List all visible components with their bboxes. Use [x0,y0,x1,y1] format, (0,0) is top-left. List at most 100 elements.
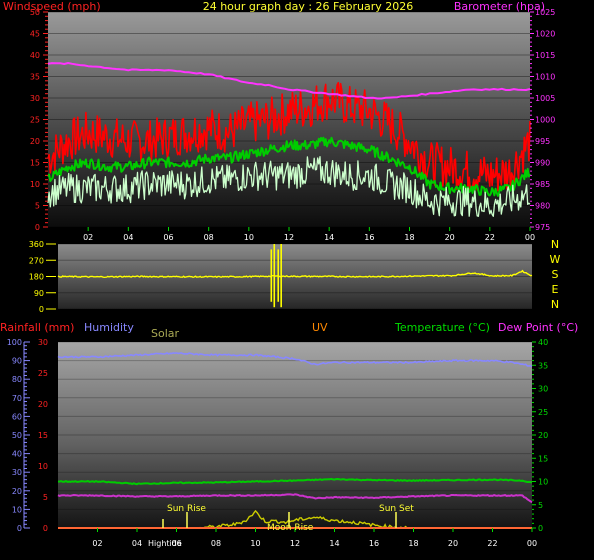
series-wind-direction [57,269,533,279]
humidity-tick-label: 100 [7,338,22,347]
windspeed-tick-label: 45 [30,30,40,39]
windspeed-tick-label: 30 [30,94,40,103]
high-tide-label: Hightide [148,539,182,548]
barometer-tick-label: 1010 [535,73,555,82]
barometer-tick-label: 1020 [535,30,555,39]
temperature-tick-label: 35 [538,361,548,370]
climate-time-tick-label: 02 [92,539,102,548]
series-temperature [57,477,533,486]
moon-rise-label: Moon Rise [267,523,314,533]
rainfall-tick-label: 30 [38,338,48,347]
barometer-tick-label: 995 [535,137,550,146]
uv-label: UV [312,321,328,334]
series-barometer [47,62,531,100]
rainfall-tick-label: 25 [38,369,48,378]
sun-moon-annotations: Sun Rise Sun Set Moon Rise Hightide [148,504,414,548]
temperature-tick-label: 15 [538,454,548,463]
direction-tick-label: 0 [39,305,44,314]
windspeed-axis-label: Windspeed (mph) [3,0,101,13]
climate-time-tick-label: 20 [448,539,458,548]
barometer-tick-label: 990 [535,159,550,168]
climate-time-tick-label: 00 [527,539,537,548]
series-dew-point [57,493,533,504]
direction-series [57,244,533,308]
barometer-tick-label: 985 [535,180,550,189]
wind-time-tick-label: 04 [123,233,133,242]
humidity-axis-label: Humidity [84,321,134,334]
direction-tick-label: 360 [29,240,44,249]
series-windspeed-average [47,136,531,197]
series-windspeed-gust [47,81,531,192]
barometer-tick-label: 1015 [535,51,555,60]
temperature-tick-label: 30 [538,385,548,394]
chart-title: 24 hour graph day : 26 February 2026 [203,0,414,13]
direction-tick-label: 180 [29,273,44,282]
sun-set-label: Sun Set [379,504,414,514]
windspeed-tick-label: 15 [30,159,40,168]
climate-time-tick-label: 10 [250,539,260,548]
rainfall-tick-label: 5 [43,493,48,502]
direction-tick-label: 270 [29,256,44,265]
temperature-tick-label: 10 [538,478,548,487]
barometer-tick-label: 1000 [535,116,555,125]
wind-time-tick-label: 08 [204,233,214,242]
compass-letter: N [551,298,559,311]
climate-time-tick-label: 18 [408,539,418,548]
windspeed-tick-label: 20 [30,137,40,146]
climate-time-tick-label: 22 [487,539,497,548]
windspeed-tick-label: 35 [30,73,40,82]
temperature-ticks: 0 5 10 15 20 25 30 35 40 [532,338,548,533]
humidity-ticks: 0 10 20 30 40 50 60 70 80 90 100 [7,338,30,533]
solar-label: Solar [151,327,180,340]
temperature-tick-label: 40 [538,338,548,347]
climate-time-tick-label: 16 [369,539,379,548]
rainfall-axis-label: Rainfall (mm) [0,321,74,334]
windspeed-tick-label: 40 [30,51,40,60]
humidity-tick-label: 50 [12,431,22,440]
wind-time-tick-label: 16 [364,233,374,242]
wind-time-ticks: 02 04 06 08 10 12 14 16 18 20 22 00 [83,227,535,242]
wind-time-tick-label: 02 [83,233,93,242]
barometer-tick-label: 1005 [535,94,555,103]
direction-ticks: 0 90 180 270 360 [29,240,56,314]
climate-time-tick-label: 04 [132,539,142,548]
wind-time-tick-label: 18 [404,233,414,242]
humidity-tick-label: 20 [12,487,22,496]
dewpoint-axis-label: Dew Point (°C) [498,321,578,334]
wind-time-tick-label: 22 [485,233,495,242]
series-humidity [57,351,533,368]
wind-time-tick-label: 00 [525,233,535,242]
wind-time-tick-label: 10 [244,233,254,242]
climate-time-tick-label: 14 [329,539,339,548]
humidity-tick-label: 60 [12,412,22,421]
climate-time-ticks: 02 04 06 08 10 12 14 16 18 20 22 00 [92,528,537,548]
wind-time-tick-label: 06 [163,233,173,242]
windspeed-ticks: 0 5 10 15 20 25 30 35 40 45 50 [30,8,48,232]
sun-rise-label: Sun Rise [167,504,206,514]
direction-tick-label: 90 [34,289,44,298]
humidity-tick-label: 0 [17,524,22,533]
compass-letter: S [552,268,559,281]
wind-time-tick-label: 12 [284,233,294,242]
humidity-tick-label: 90 [12,357,22,366]
windspeed-tick-label: 25 [30,116,40,125]
temperature-tick-label: 5 [538,501,543,510]
series-windspeed [47,156,531,217]
windspeed-tick-label: 0 [35,223,40,232]
humidity-tick-label: 80 [12,375,22,384]
humidity-tick-label: 70 [12,394,22,403]
humidity-tick-label: 30 [12,468,22,477]
humidity-tick-label: 40 [12,450,22,459]
rainfall-tick-label: 20 [38,400,48,409]
rainfall-ticks: 0 5 10 15 20 25 30 [38,338,48,533]
temperature-tick-label: 20 [538,431,548,440]
windspeed-tick-label: 50 [30,8,40,17]
climate-time-tick-label: 12 [290,539,300,548]
climate-time-tick-label: 08 [211,539,221,548]
wind-time-tick-label: 14 [324,233,334,242]
windspeed-tick-label: 5 [35,202,40,211]
temperature-axis-label: Temperature (°C) [394,321,490,334]
